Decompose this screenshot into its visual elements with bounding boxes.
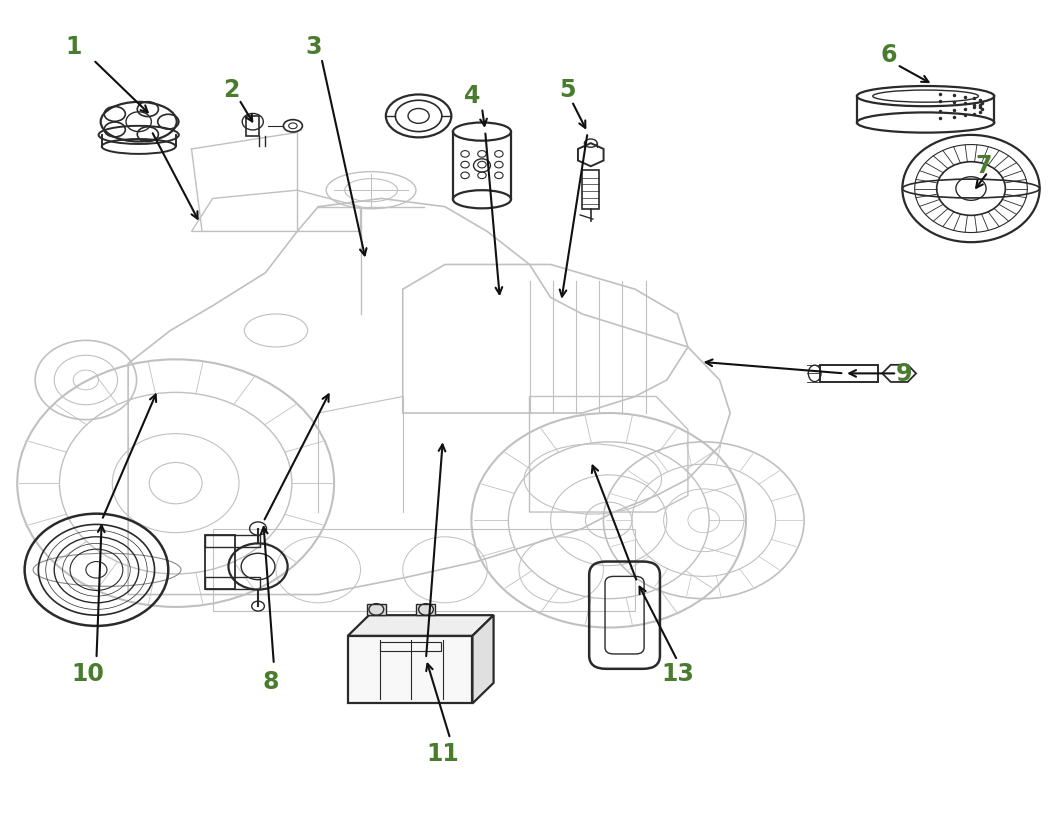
Bar: [347, 636, 472, 704]
Bar: [366, 604, 385, 615]
Bar: [379, 643, 441, 651]
Bar: [205, 577, 261, 589]
Text: 5: 5: [559, 78, 576, 102]
Text: 10: 10: [72, 661, 105, 685]
Bar: [416, 604, 435, 615]
Bar: [820, 366, 878, 382]
Text: 6: 6: [880, 43, 897, 67]
Text: 8: 8: [263, 669, 279, 693]
Bar: [205, 536, 235, 589]
Bar: [247, 117, 259, 136]
Text: 1: 1: [65, 35, 82, 59]
Text: 3: 3: [306, 35, 322, 59]
Text: 9: 9: [896, 362, 913, 386]
Bar: [582, 170, 599, 210]
Text: 11: 11: [427, 741, 460, 765]
Polygon shape: [347, 615, 493, 636]
Polygon shape: [472, 615, 493, 704]
Bar: [205, 536, 261, 547]
Text: 4: 4: [464, 84, 481, 108]
Text: 2: 2: [223, 78, 239, 102]
Text: 7: 7: [975, 155, 992, 178]
Text: 13: 13: [661, 661, 694, 685]
